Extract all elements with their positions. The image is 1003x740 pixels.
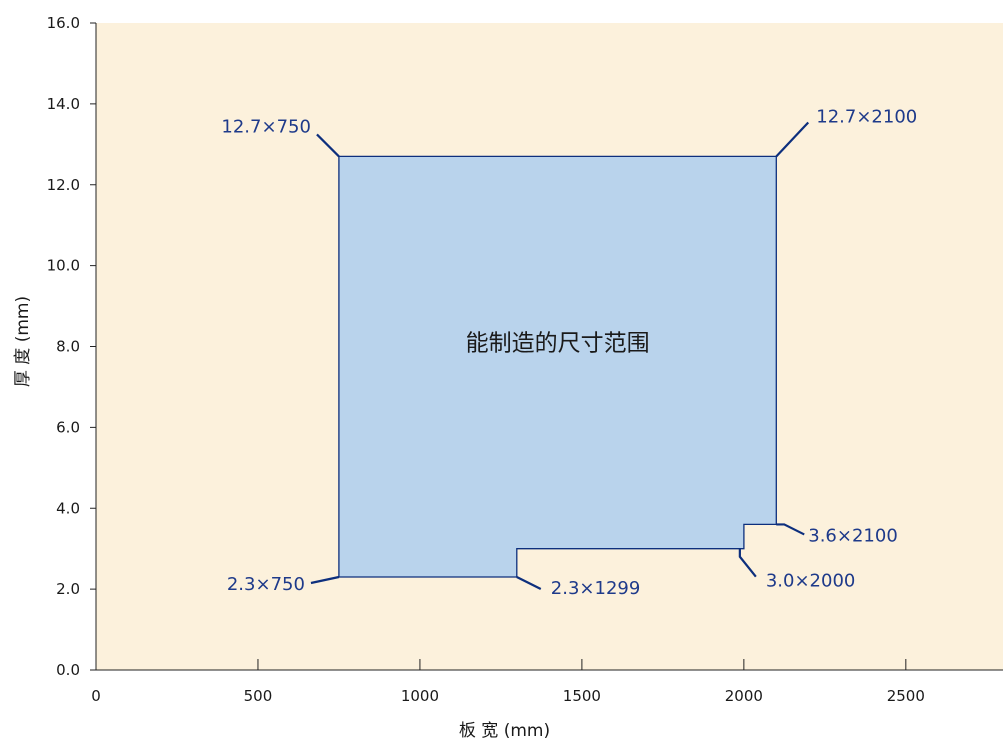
x-tick-label: 2000	[725, 687, 763, 705]
x-tick-label: 1500	[563, 687, 601, 705]
x-axis-title: 板 宽 (mm)	[459, 721, 550, 740]
x-tick-label: 0	[91, 687, 101, 705]
annotation-leader-line	[738, 548, 757, 578]
x-tick-label: 500	[244, 687, 273, 705]
y-axis-title: 厚 度 (mm)	[13, 296, 33, 387]
y-tick-label: 6.0	[56, 418, 80, 436]
annotation-label: 12.7×2100	[816, 106, 917, 127]
y-tick-label: 4.0	[56, 499, 80, 517]
y-tick-label: 0.0	[56, 661, 80, 679]
annotation-leaders	[310, 121, 810, 590]
annotation-label: 2.3×1299	[551, 578, 641, 599]
annotation-label: 2.3×750	[227, 574, 305, 595]
annotation-leader-line	[516, 576, 542, 590]
annotation-label: 3.0×2000	[766, 571, 856, 592]
y-tick-label: 12.0	[47, 176, 80, 194]
annotation-leader-line	[776, 523, 805, 536]
y-tick-label: 8.0	[56, 338, 80, 356]
annotation-leader-line	[775, 121, 810, 158]
annotation-leader-line	[316, 133, 340, 158]
x-tick-label: 1000	[401, 687, 439, 705]
region-label: 能制造的尺寸范围	[466, 330, 650, 356]
y-tick-label: 16.0	[47, 14, 80, 32]
manufacturable-region	[338, 155, 777, 578]
annotation-label: 12.7×750	[221, 116, 311, 137]
annotation-labels: 12.7×750 12.7×2100 3.6×2100 3.0×2000 2.3×129…	[221, 106, 917, 599]
y-axis-ticks: 0.0 2.0 4.0 6.0 8.0 10.0 12.0 14.0 16.0	[47, 14, 96, 679]
y-tick-label: 10.0	[47, 257, 80, 275]
x-axis-ticks: 0 500 1000 1500 2000 2500	[91, 659, 925, 705]
y-tick-label: 2.0	[56, 580, 80, 598]
annotation-leader-line	[310, 575, 340, 585]
y-tick-label: 14.0	[47, 95, 80, 113]
x-tick-label: 2500	[887, 687, 925, 705]
annotation-label: 3.6×2100	[808, 525, 898, 546]
